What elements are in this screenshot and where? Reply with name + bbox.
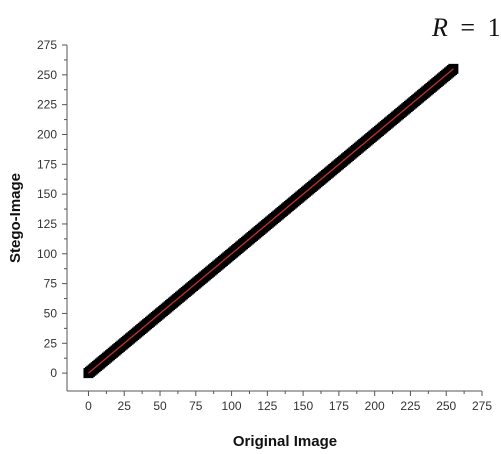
correlation-annotation: R = 1: [431, 13, 501, 42]
y-tick-label: 175: [37, 157, 57, 171]
y-tick-label: 125: [37, 217, 57, 231]
fit-line: [88, 68, 454, 374]
y-axis-ticks: 0 25 50 75 100 125 150 175 200 225 250 275: [37, 38, 67, 380]
x-axis-ticks: 0 25 50 75 100 125 150 175 200 225 250 275: [85, 391, 492, 413]
y-tick-label: 0: [50, 366, 57, 380]
y-tick-label: 225: [37, 98, 57, 112]
y-tick-label: 50: [44, 306, 58, 320]
x-tick-label: 0: [85, 399, 92, 413]
x-tick-label: 175: [329, 399, 349, 413]
x-tick-label: 275: [472, 399, 492, 413]
y-tick-label: 275: [37, 38, 57, 52]
y-tick-label: 250: [37, 68, 57, 82]
x-tick-label: 25: [118, 399, 132, 413]
y-tick-label: 200: [37, 127, 57, 141]
y-tick-label: 25: [44, 336, 58, 350]
x-tick-label: 250: [436, 399, 456, 413]
x-axis-label: Original Image: [233, 433, 337, 450]
x-tick-label: 150: [293, 399, 313, 413]
x-tick-label: 75: [189, 399, 203, 413]
y-tick-label: 150: [37, 187, 57, 201]
y-tick-label: 100: [37, 247, 57, 261]
y-tick-label: 75: [44, 277, 58, 291]
plot-area: 0 25 50 75 100 125 150 175 200 225 250 275 0 25 50 75 1…: [37, 38, 492, 413]
x-tick-label: 125: [257, 399, 277, 413]
x-tick-label: 200: [365, 399, 385, 413]
x-tick-label: 100: [222, 399, 242, 413]
annotation-variable: R: [431, 13, 448, 42]
x-tick-label: 225: [400, 399, 420, 413]
annotation-equals: =: [460, 13, 475, 42]
y-axis-label: Stego-Image: [7, 173, 24, 263]
annotation-value: 1: [488, 13, 501, 42]
x-tick-label: 50: [153, 399, 167, 413]
